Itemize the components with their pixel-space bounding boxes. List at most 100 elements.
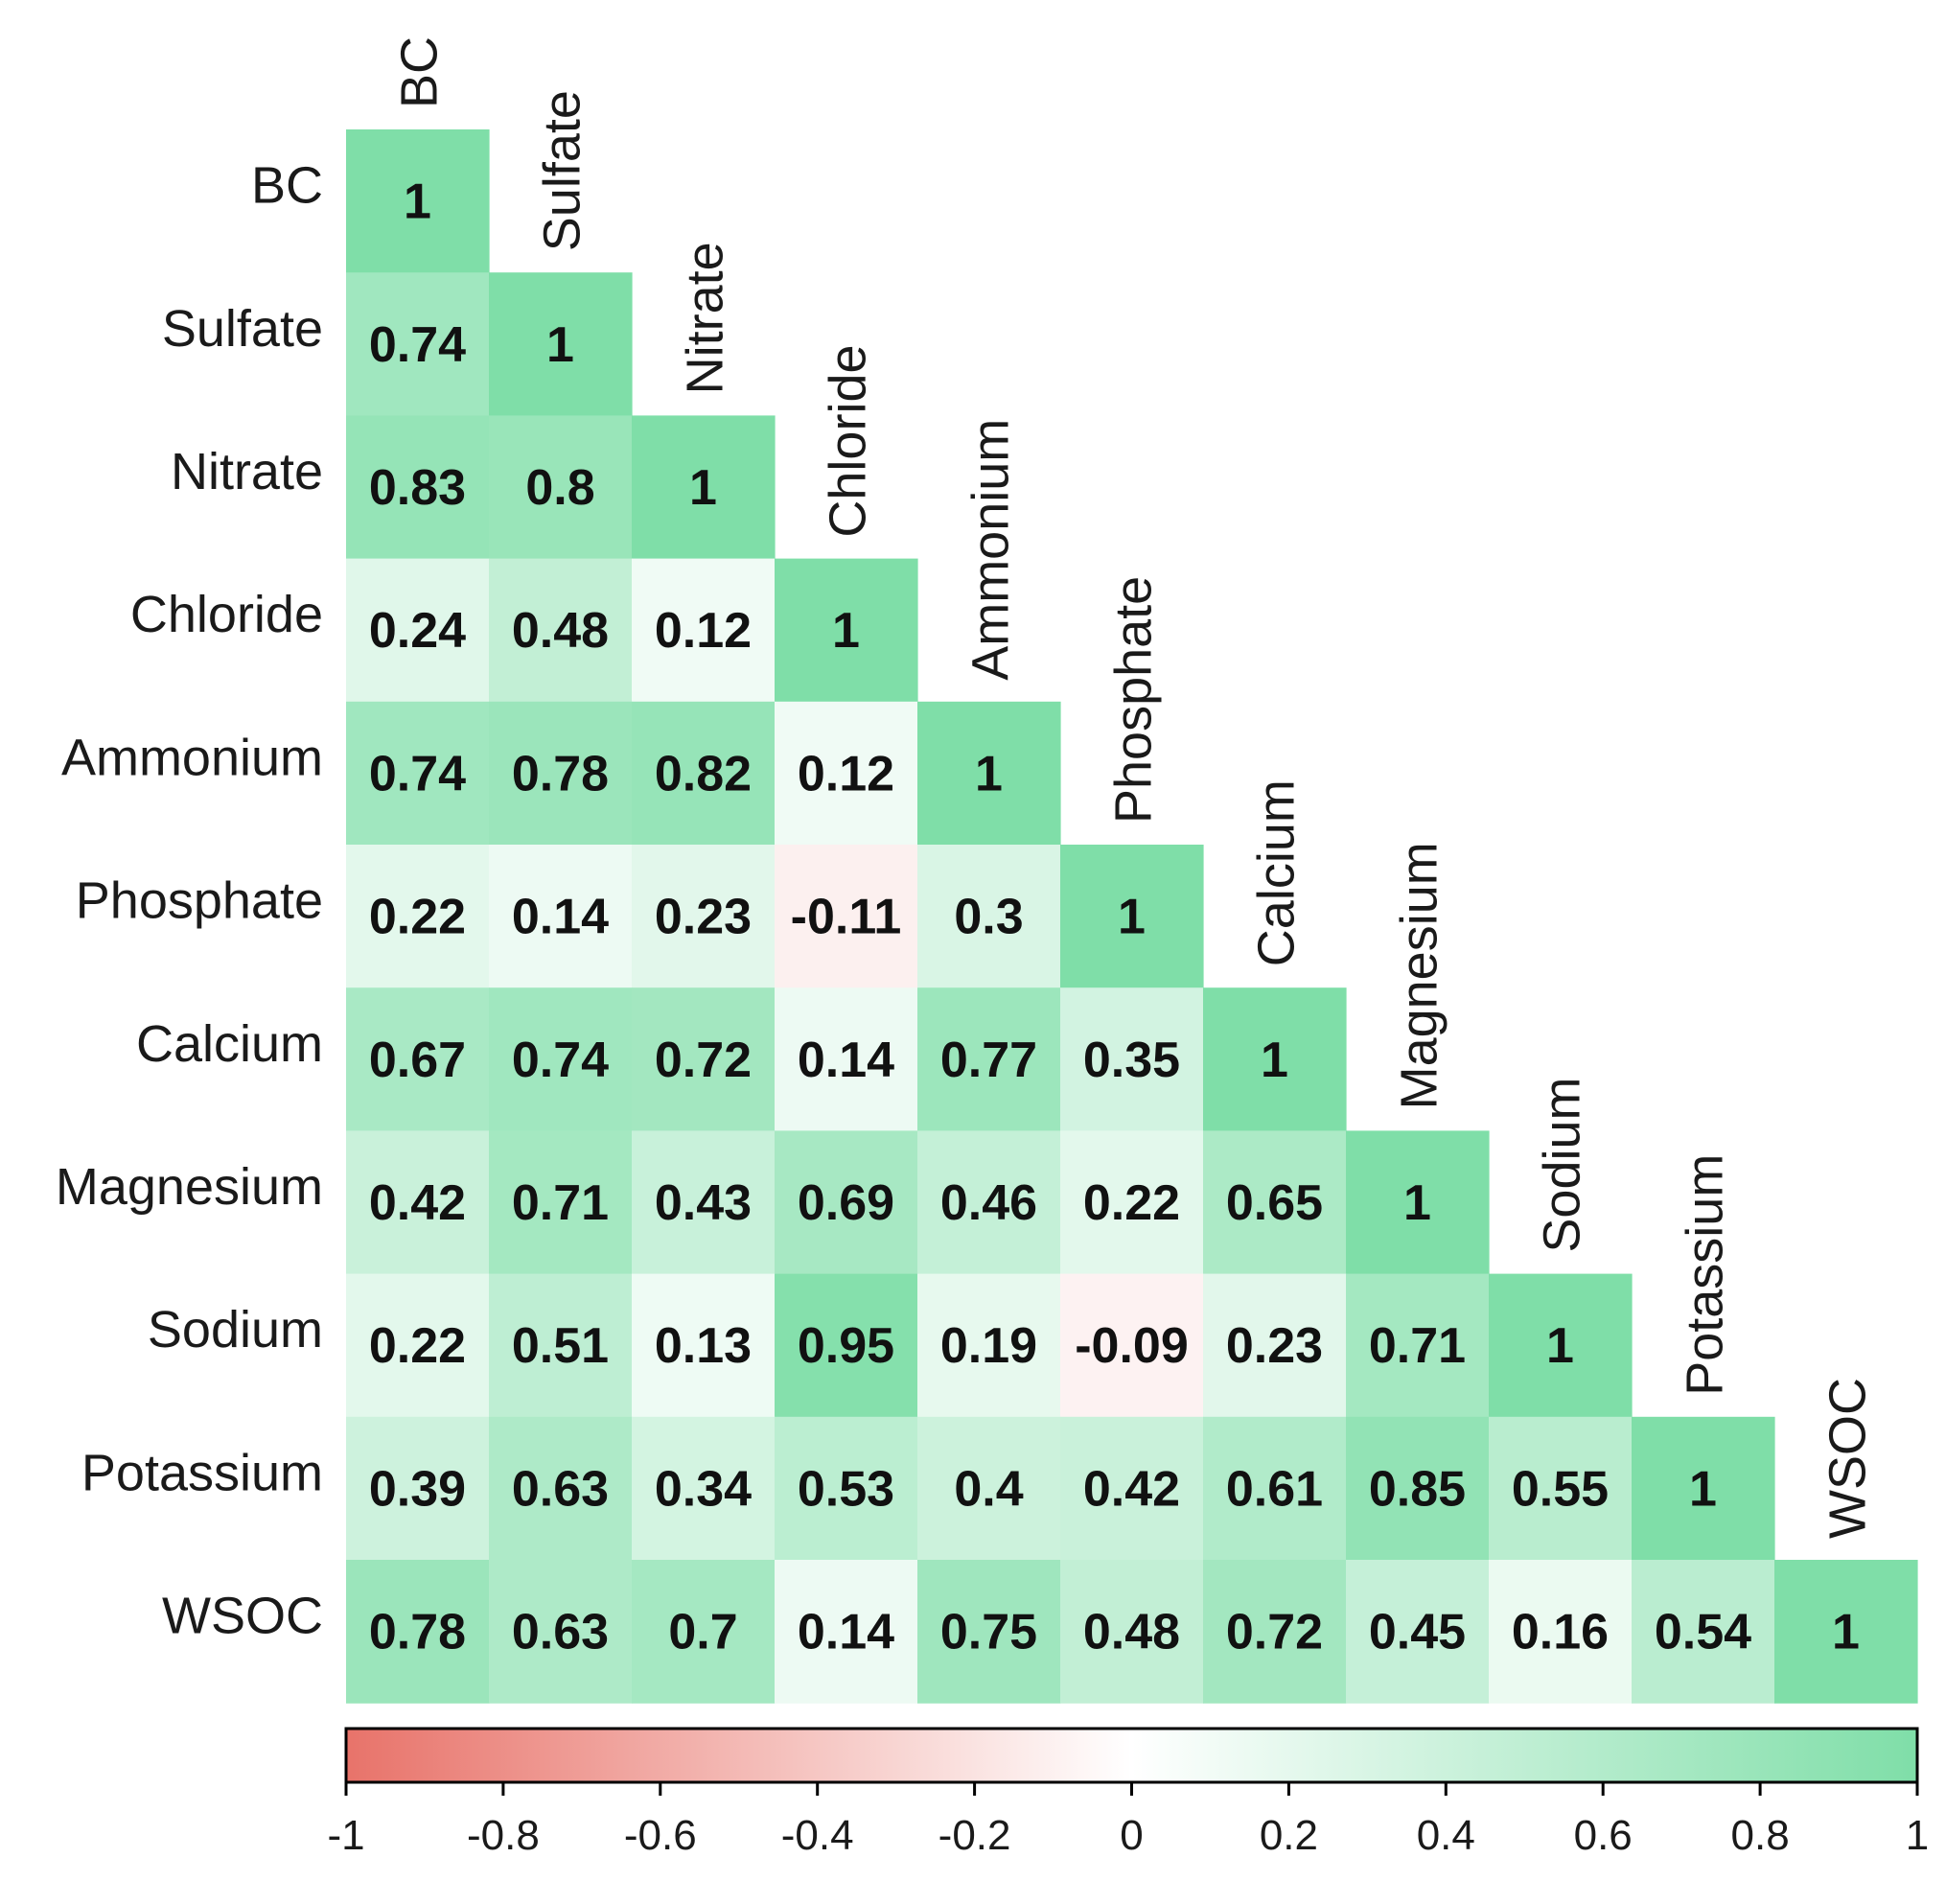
cell-value-sodium-nitrate: 0.13 — [655, 1318, 752, 1374]
heatmap-cell-calcium-phosphate — [1060, 987, 1204, 1131]
heatmap-cell-sodium-sodium — [1489, 1273, 1633, 1418]
heatmap-cell-magnesium-ammonium — [917, 1130, 1061, 1275]
heatmap-cell-sodium-phosphate — [1060, 1273, 1204, 1418]
heatmap-cell-potassium-potassium — [1632, 1416, 1775, 1561]
cell-value-calcium-nitrate: 0.72 — [655, 1033, 752, 1088]
colorbar-tick-label: -0.8 — [467, 1812, 540, 1859]
cell-value-sodium-calcium: 0.23 — [1226, 1318, 1323, 1374]
row-labels: BC Sulfate Nitrate Chloride Ammonium Phosphat… — [56, 157, 323, 1645]
cell-value-wsoc-calcium: 0.72 — [1226, 1605, 1323, 1660]
heatmap-cell-nitrate-nitrate — [632, 415, 776, 560]
heatmap-cell-potassium-sodium — [1489, 1416, 1633, 1561]
heatmap-cell-bc-bc — [346, 129, 490, 273]
heatmap-cell-calcium-sulfate — [489, 987, 633, 1131]
cell-value-wsoc-chloride: 0.14 — [798, 1605, 894, 1660]
cell-value-sodium-chloride: 0.95 — [798, 1318, 894, 1374]
heatmap-cell-sodium-sulfate — [489, 1273, 633, 1418]
cell-value-calcium-bc: 0.67 — [369, 1033, 466, 1088]
heatmap-cell-phosphate-nitrate — [632, 845, 776, 988]
cell-value-potassium-chloride: 0.53 — [798, 1461, 894, 1517]
heatmap-cell-sodium-bc — [346, 1273, 490, 1418]
heatmap-cell-potassium-phosphate — [1060, 1416, 1204, 1561]
column-label-calcium: Calcium — [1248, 779, 1306, 966]
heatmap-cell-calcium-bc — [346, 987, 490, 1131]
heatmap-cell-ammonium-nitrate — [632, 701, 776, 846]
heatmap-cell-wsoc-chloride — [775, 1560, 918, 1704]
heatmap-cell-calcium-nitrate — [632, 987, 776, 1131]
heatmap-cell-magnesium-sulfate — [489, 1130, 633, 1275]
heatmap-cell-sodium-chloride — [775, 1273, 918, 1418]
heatmap-cell-chloride-sulfate — [489, 558, 633, 703]
column-label-ammonium: Ammonium — [962, 419, 1020, 681]
cell-value-magnesium-ammonium: 0.46 — [940, 1175, 1037, 1231]
row-label-nitrate: Nitrate — [171, 443, 323, 500]
column-label-chloride: Chloride — [820, 344, 877, 537]
heatmap-cell-sulfate-sulfate — [489, 272, 633, 416]
cell-value-magnesium-chloride: 0.69 — [798, 1175, 894, 1231]
colorbar-tick-label: 0.6 — [1574, 1812, 1633, 1859]
column-labels: BC Sulfate Nitrate Chloride Ammonium Phosphat… — [391, 36, 1877, 1539]
cell-value-sodium-bc: 0.22 — [369, 1318, 466, 1374]
heatmap-cell-ammonium-chloride — [775, 701, 918, 846]
cell-value-magnesium-sulfate: 0.71 — [512, 1175, 609, 1231]
colorbar-tick-label: 0 — [1120, 1812, 1143, 1859]
cell-value-wsoc-bc: 0.78 — [369, 1605, 466, 1660]
colorbar-tick-label: 0.8 — [1731, 1812, 1790, 1859]
cell-value-phosphate-bc: 0.22 — [369, 890, 466, 945]
cell-value-potassium-calcium: 0.61 — [1226, 1461, 1323, 1517]
cell-value-calcium-ammonium: 0.77 — [940, 1033, 1037, 1088]
cell-value-wsoc-ammonium: 0.75 — [940, 1605, 1037, 1660]
heatmap-cell-sodium-magnesium — [1346, 1273, 1490, 1418]
cell-value-nitrate-bc: 0.83 — [369, 460, 466, 516]
row-label-ammonium: Ammonium — [61, 729, 323, 786]
heatmap-cell-ammonium-ammonium — [917, 701, 1061, 846]
row-label-chloride: Chloride — [130, 586, 323, 643]
row-label-magnesium: Magnesium — [56, 1158, 323, 1216]
cell-value-wsoc-magnesium: 0.45 — [1369, 1605, 1466, 1660]
heatmap-cell-ammonium-bc — [346, 701, 490, 846]
heatmap-cell-sodium-ammonium — [917, 1273, 1061, 1418]
cell-value-wsoc-sodium: 0.16 — [1512, 1605, 1609, 1660]
column-label-bc: BC — [391, 36, 449, 108]
cell-value-potassium-magnesium: 0.85 — [1369, 1461, 1466, 1517]
cell-value-wsoc-nitrate: 0.7 — [668, 1605, 737, 1660]
heatmap-cell-phosphate-chloride — [775, 845, 918, 988]
cell-value-magnesium-nitrate: 0.43 — [655, 1175, 752, 1231]
cell-value-nitrate-nitrate: 1 — [689, 460, 717, 516]
heatmap-cell-magnesium-nitrate — [632, 1130, 776, 1275]
cell-value-phosphate-nitrate: 0.23 — [655, 890, 752, 945]
heatmap-cell-calcium-calcium — [1203, 987, 1347, 1131]
column-label-nitrate: Nitrate — [677, 242, 734, 394]
heatmap-cell-chloride-nitrate — [632, 558, 776, 703]
heatmap-cell-phosphate-bc — [346, 845, 490, 988]
heatmap-cell-nitrate-sulfate — [489, 415, 633, 560]
cell-value-wsoc-sulfate: 0.63 — [512, 1605, 609, 1660]
heatmap-cell-sodium-nitrate — [632, 1273, 776, 1418]
heatmap-cell-wsoc-potassium — [1632, 1560, 1775, 1704]
cell-value-magnesium-magnesium: 1 — [1403, 1175, 1431, 1231]
cell-value-wsoc-wsoc: 1 — [1832, 1605, 1860, 1660]
heatmap-cell-chloride-bc — [346, 558, 490, 703]
cell-value-chloride-chloride: 1 — [832, 603, 860, 659]
heatmap-cell-magnesium-magnesium — [1346, 1130, 1490, 1275]
colorbar-tick-label: -1 — [327, 1812, 364, 1859]
heatmap-cell-sodium-calcium — [1203, 1273, 1347, 1418]
cell-value-ammonium-ammonium: 1 — [975, 746, 1003, 801]
cell-value-phosphate-chloride: -0.11 — [791, 890, 902, 945]
heatmap-cell-calcium-chloride — [775, 987, 918, 1131]
cell-value-chloride-bc: 0.24 — [369, 603, 466, 659]
cell-value-phosphate-sulfate: 0.14 — [512, 890, 609, 945]
cell-value-ammonium-chloride: 0.12 — [798, 746, 894, 801]
colorbar-tick-label: 1 — [1906, 1812, 1929, 1859]
heatmap-cell-potassium-magnesium — [1346, 1416, 1490, 1561]
heatmap-cell-magnesium-phosphate — [1060, 1130, 1204, 1275]
cell-value-phosphate-phosphate: 1 — [1118, 890, 1146, 945]
cell-value-potassium-sodium: 0.55 — [1512, 1461, 1609, 1517]
colorbar-tick-label: -0.4 — [781, 1812, 854, 1859]
heatmap-cell-ammonium-sulfate — [489, 701, 633, 846]
colorbar-tick-label: -0.6 — [624, 1812, 697, 1859]
heatmap-cell-magnesium-calcium — [1203, 1130, 1347, 1275]
cell-value-sodium-sulfate: 0.51 — [512, 1318, 609, 1374]
colorbar-tick-label: -0.2 — [938, 1812, 1011, 1859]
